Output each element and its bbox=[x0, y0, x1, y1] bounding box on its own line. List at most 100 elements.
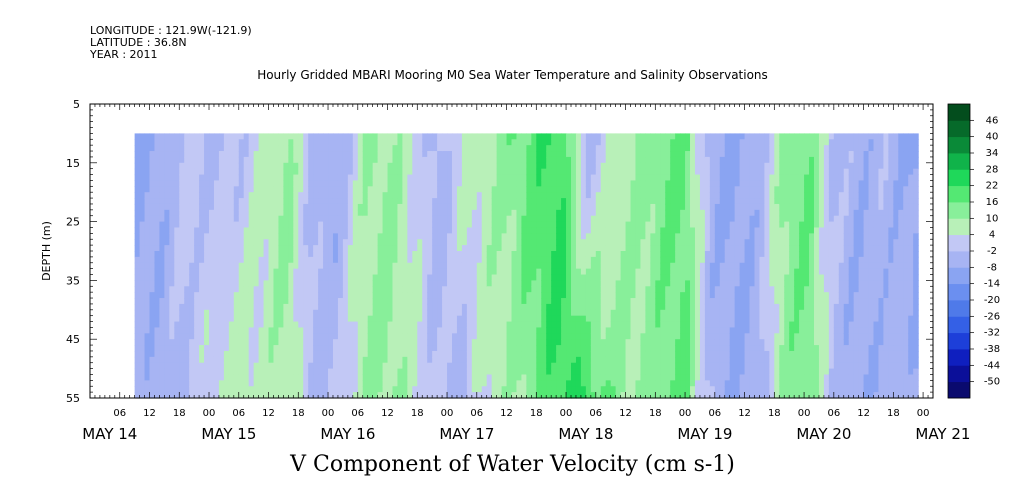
heatmap-cell bbox=[630, 321, 637, 329]
heatmap-cell bbox=[437, 251, 443, 258]
heatmap-cell bbox=[258, 298, 265, 305]
heatmap-cell bbox=[615, 339, 622, 346]
heatmap-cell bbox=[342, 256, 349, 264]
heatmap-cell bbox=[258, 209, 265, 217]
heatmap-cell bbox=[506, 192, 513, 199]
heatmap-cell bbox=[422, 151, 428, 158]
heatmap-cell bbox=[134, 227, 141, 234]
latitude-label: LATITUDE : 36.8N bbox=[90, 36, 187, 49]
heatmap-cell bbox=[491, 280, 498, 287]
heatmap-cell bbox=[600, 192, 607, 199]
heatmap-cell bbox=[164, 251, 170, 258]
heatmap-cell bbox=[332, 192, 339, 199]
heatmap-cell bbox=[456, 168, 463, 176]
heatmap-cell bbox=[580, 198, 587, 205]
heatmap-cell bbox=[149, 203, 156, 211]
heatmap-cell bbox=[630, 256, 637, 264]
heatmap-cell bbox=[332, 274, 339, 281]
heatmap-cell bbox=[218, 203, 225, 211]
heatmap-cell bbox=[204, 386, 210, 393]
heatmap-cell bbox=[263, 280, 270, 287]
heatmap-cell bbox=[511, 268, 518, 276]
heatmap-cell bbox=[362, 145, 369, 152]
heatmap-cell bbox=[159, 333, 165, 340]
heatmap-cell bbox=[372, 339, 379, 346]
heatmap-cell bbox=[278, 374, 284, 381]
heatmap-cell bbox=[447, 362, 453, 370]
heatmap-cell bbox=[580, 274, 587, 281]
heatmap-cell bbox=[670, 362, 676, 370]
heatmap-cell bbox=[442, 333, 448, 340]
heatmap-cell bbox=[134, 133, 141, 140]
heatmap-cell bbox=[228, 233, 235, 240]
heatmap-cell bbox=[680, 156, 686, 164]
heatmap-cell bbox=[670, 345, 676, 352]
heatmap-cell bbox=[352, 345, 359, 352]
heatmap-cell bbox=[486, 245, 493, 252]
heatmap-cell bbox=[437, 162, 443, 170]
heatmap-cell bbox=[670, 162, 676, 170]
heatmap-cell bbox=[218, 221, 225, 229]
heatmap-cell bbox=[650, 315, 656, 323]
heatmap-cell bbox=[258, 239, 265, 246]
heatmap-cell bbox=[218, 333, 225, 340]
heatmap-cell bbox=[670, 133, 676, 140]
heatmap-cell bbox=[546, 227, 552, 234]
heatmap-cell bbox=[491, 215, 498, 223]
heatmap-cell bbox=[318, 286, 324, 293]
heatmap-cell bbox=[204, 298, 210, 305]
heatmap-cell bbox=[367, 180, 374, 187]
heatmap-cell bbox=[139, 221, 146, 229]
heatmap-cell bbox=[585, 380, 592, 387]
heatmap-cell bbox=[571, 309, 577, 317]
heatmap-cell bbox=[536, 162, 542, 170]
heatmap-cell bbox=[451, 286, 458, 293]
heatmap-cell bbox=[308, 192, 314, 199]
heatmap-cell bbox=[213, 227, 220, 234]
heatmap-cell bbox=[645, 274, 651, 281]
heatmap-cell bbox=[199, 339, 205, 346]
heatmap-cell bbox=[541, 333, 547, 340]
heatmap-cell bbox=[580, 174, 587, 182]
heatmap-cell bbox=[447, 274, 453, 281]
heatmap-cell bbox=[397, 268, 404, 276]
heatmap-cell bbox=[615, 145, 622, 152]
heatmap-cell bbox=[318, 245, 324, 252]
heatmap-cell bbox=[427, 180, 433, 187]
heatmap-cell bbox=[466, 298, 473, 305]
heatmap-cell bbox=[318, 203, 324, 211]
heatmap-cell bbox=[273, 133, 280, 140]
heatmap-cell bbox=[323, 309, 329, 317]
heatmap-cell bbox=[660, 233, 666, 240]
heatmap-cell bbox=[566, 186, 572, 193]
heatmap-cell bbox=[298, 209, 304, 217]
heatmap-cell bbox=[471, 386, 478, 393]
heatmap-cell bbox=[541, 233, 547, 240]
heatmap-cell bbox=[204, 368, 210, 376]
heatmap-cell bbox=[585, 345, 592, 352]
heatmap-cell bbox=[655, 203, 661, 211]
heatmap-cell bbox=[655, 274, 661, 281]
heatmap-cell bbox=[164, 203, 170, 211]
heatmap-cell bbox=[179, 362, 185, 370]
heatmap-cell bbox=[665, 239, 671, 246]
heatmap-cell bbox=[456, 233, 463, 240]
heatmap-cell bbox=[640, 280, 646, 287]
heatmap-cell bbox=[655, 251, 661, 258]
heatmap-cell bbox=[486, 321, 493, 329]
heatmap-cell bbox=[412, 268, 418, 276]
heatmap-cell bbox=[605, 251, 612, 258]
heatmap-cell bbox=[134, 180, 141, 187]
heatmap-cell bbox=[169, 168, 175, 176]
heatmap-cell bbox=[174, 192, 180, 199]
heatmap-cell bbox=[347, 292, 354, 299]
heatmap-cell bbox=[134, 145, 141, 152]
heatmap-cell bbox=[273, 233, 280, 240]
heatmap-cell bbox=[422, 345, 428, 352]
heatmap-cell bbox=[501, 386, 508, 393]
heatmap-cell bbox=[561, 286, 567, 293]
heatmap-cell bbox=[432, 262, 438, 270]
heatmap-cell bbox=[561, 380, 567, 387]
heatmap-cell bbox=[531, 309, 537, 317]
heatmap-cell bbox=[179, 186, 185, 193]
